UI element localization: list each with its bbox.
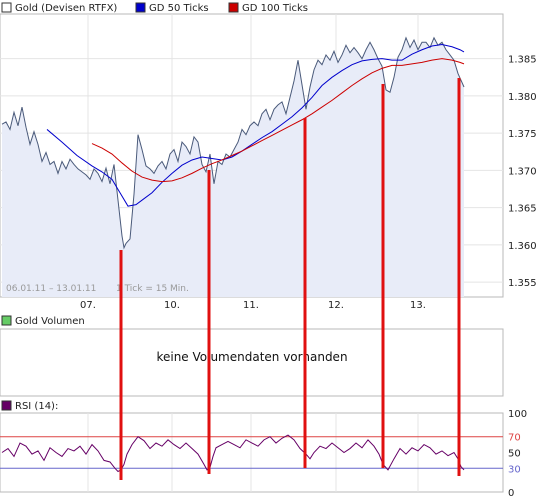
price-x-tick-label: 12. — [328, 300, 344, 311]
legend-swatch-rsi — [1, 400, 12, 411]
price-y-tick-label: 1.365 — [508, 204, 537, 215]
rsi-y-ticks: 100 70 50 30 0 — [508, 409, 527, 499]
volume-no-data-message: keine Volumendaten vorhanden — [156, 350, 347, 364]
rsi-y-tick-label: 30 — [508, 464, 521, 475]
rsi-series-line — [1, 434, 465, 473]
price-x-tick-label: 13. — [410, 300, 426, 311]
rsi-y-tick-label: 0 — [508, 488, 514, 499]
ma100-series-line — [91, 58, 465, 183]
price-y-tick-label: 1.380 — [508, 92, 537, 103]
legend-swatch-ma50 — [135, 2, 146, 13]
legend-swatch-volume — [1, 315, 12, 326]
legend-swatch-gold — [1, 2, 12, 13]
price-x-ticks: 07. 10. 11. 12. 13. — [80, 300, 426, 311]
rsi-grid — [87, 413, 419, 492]
price-x-tick-label: 10. — [164, 300, 180, 311]
ma50-series-line — [46, 44, 465, 207]
tick-interval-label: 1 Tick = 15 Min. — [116, 284, 189, 294]
price-y-tick-label: 1.385 — [508, 55, 537, 66]
date-range-label: 06.01.11 – 13.01.11 — [6, 284, 96, 294]
legend-swatch-ma100 — [228, 2, 239, 13]
rsi-y-tick-label: 70 — [508, 433, 521, 444]
volume-panel-frame — [0, 328, 504, 397]
legend-label-ma100: GD 100 Ticks — [242, 3, 308, 14]
price-y-tick-label: 1.370 — [508, 166, 537, 177]
legend-label-gold: Gold (Devisen RTFX) — [15, 3, 117, 14]
price-series-line — [1, 36, 465, 250]
price-y-tick-label: 1.375 — [508, 129, 537, 140]
legend-label-rsi: RSI (14): — [15, 401, 58, 412]
price-y-tick-label: 1.355 — [508, 278, 537, 289]
rsi-y-tick-label: 50 — [508, 449, 521, 460]
price-x-tick-label: 11. — [243, 300, 259, 311]
annotation-lines — [119, 78, 461, 480]
price-y-tick-label: 1.360 — [508, 241, 537, 252]
legend-label-ma50: GD 50 Ticks — [149, 3, 209, 14]
legend-label-volume: Gold Volumen — [15, 316, 85, 327]
price-y-ticks: 1.355 1.360 1.365 1.370 1.375 1.380 1.385 — [508, 55, 537, 289]
rsi-y-tick-label: 100 — [508, 409, 527, 420]
price-x-tick-label: 07. — [80, 300, 96, 311]
price-area — [2, 37, 464, 298]
